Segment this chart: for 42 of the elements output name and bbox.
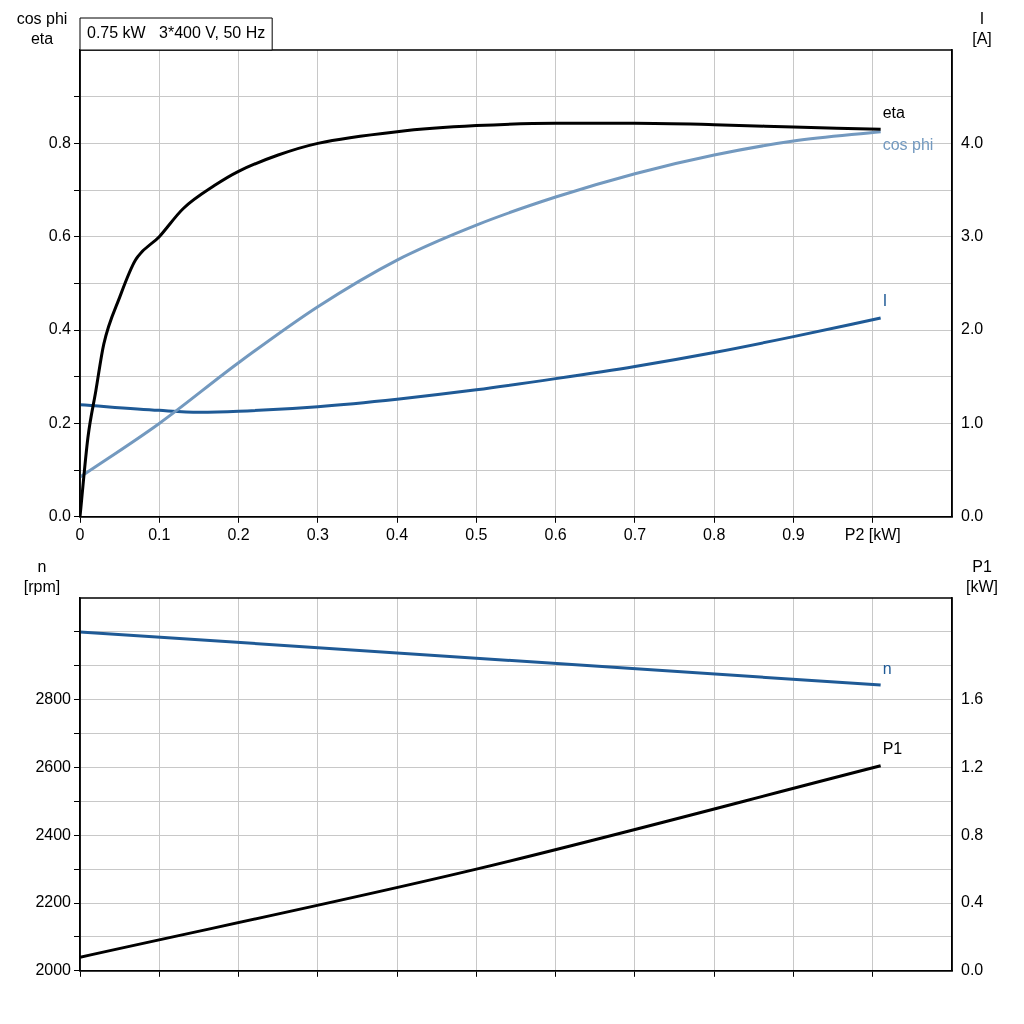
y2-tick-label: 0.8 [961,825,984,843]
y-tick-label: 2800 [35,690,72,708]
y-tick-label: 0.6 [48,227,72,245]
y2-axis-title: I [A] [972,10,992,48]
y2-tick-label: 0.0 [961,507,984,525]
x-tick-label: P2 [kW] [844,525,901,543]
y-axis-title: cos phi eta [16,10,68,48]
y-tick-label: 0.0 [48,507,72,525]
y-tick-label: 2000 [35,961,72,979]
series-label: P1 [882,740,903,758]
x-tick-label: 0.8 [703,525,726,543]
y-axis-title: n [rpm] [23,558,61,596]
y-tick-label: 2600 [35,757,72,775]
y2-tick-label: 1.0 [961,413,984,431]
series-label: cos phi [882,136,934,154]
line-series [80,316,883,414]
x-tick-label: 0.5 [465,525,488,543]
y-tick-label: 2200 [35,893,72,911]
y2-tick-label: 4.0 [961,133,984,151]
y-tick-label: 0.2 [48,413,72,431]
y2-tick-label: 0.4 [961,893,984,911]
y2-tick-label: 0.0 [961,961,984,979]
x-tick-label: 0.4 [385,525,409,543]
y-tick-label: 0.8 [48,133,72,151]
x-tick-label: 0.1 [148,525,171,543]
y2-tick-label: 1.6 [961,690,984,708]
x-tick-label: 0.7 [623,525,647,543]
y2-tick-label: 3.0 [961,227,984,245]
x-tick-label: 0.3 [306,525,330,543]
series-label: I [882,292,888,310]
series-label: eta [882,103,905,121]
x-tick-label: 0.9 [782,525,805,543]
y2-tick-label: 2.0 [961,320,984,338]
y-tick-label: 0.4 [48,320,72,338]
x-tick-label: 0.2 [227,525,250,543]
series-label: n [882,659,892,677]
y2-tick-label: 1.2 [961,757,984,775]
x-tick-label: 0.6 [544,525,567,543]
x-tick-label: 0 [75,525,85,543]
y-tick-label: 2400 [35,825,72,843]
y2-axis-title: P1 [kW] [966,558,998,596]
chart-title: 0.75 kW 3*400 V, 50 Hz [87,24,266,42]
